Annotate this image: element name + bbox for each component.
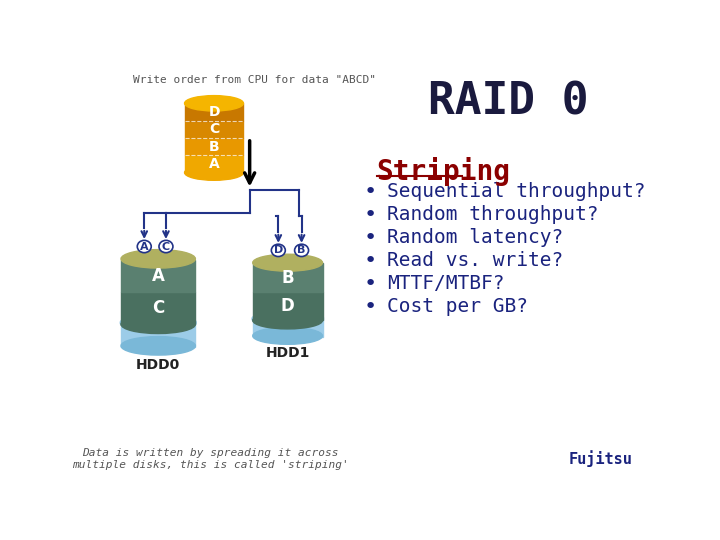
Bar (184, 138, 243, 156)
Ellipse shape (120, 313, 196, 333)
Text: MTTF/MTBF?: MTTF/MTBF? (387, 274, 504, 293)
Ellipse shape (184, 96, 243, 111)
Text: •: • (364, 182, 377, 202)
Bar (184, 103, 243, 120)
Ellipse shape (253, 254, 323, 271)
Text: Random latency?: Random latency? (387, 228, 563, 247)
Text: D: D (281, 297, 294, 315)
Ellipse shape (252, 309, 323, 328)
Text: B: B (282, 269, 294, 287)
Ellipse shape (121, 336, 195, 355)
Text: C: C (162, 241, 170, 252)
Bar (184, 120, 243, 138)
Ellipse shape (159, 240, 173, 253)
Text: Cost per GB?: Cost per GB? (387, 298, 528, 316)
Ellipse shape (138, 240, 151, 253)
Text: •: • (364, 205, 377, 225)
Ellipse shape (253, 312, 323, 329)
Text: HDD0: HDD0 (136, 358, 180, 372)
Ellipse shape (253, 327, 323, 345)
Ellipse shape (294, 244, 309, 256)
Bar (253, 292, 323, 320)
Text: •: • (364, 228, 377, 248)
Text: Striping: Striping (377, 157, 510, 186)
Text: A: A (152, 267, 165, 285)
Text: C: C (209, 122, 219, 136)
Text: •: • (364, 298, 377, 318)
Ellipse shape (184, 165, 243, 180)
Text: •: • (364, 251, 377, 271)
Text: RAID 0: RAID 0 (428, 80, 589, 123)
Bar (121, 320, 195, 347)
Text: Read vs. write?: Read vs. write? (387, 251, 563, 270)
Ellipse shape (271, 244, 285, 256)
Text: Fujitsu: Fujitsu (569, 450, 632, 467)
Text: Write order from CPU for data "ABCD": Write order from CPU for data "ABCD" (132, 75, 376, 85)
Ellipse shape (121, 249, 195, 268)
Text: B: B (297, 245, 306, 255)
Text: A: A (209, 157, 220, 171)
Text: HDD1: HDD1 (266, 346, 310, 360)
Text: C: C (152, 299, 164, 317)
Text: Random throughput?: Random throughput? (387, 205, 598, 224)
Bar (253, 264, 323, 292)
Text: Data is written by spreading it across
multiple disks, this is called 'striping': Data is written by spreading it across m… (72, 448, 348, 470)
Text: Sequential throughput?: Sequential throughput? (387, 182, 645, 201)
Bar (184, 156, 243, 173)
Text: D: D (274, 245, 283, 255)
Text: D: D (208, 105, 220, 119)
Bar (121, 260, 195, 292)
Bar (121, 292, 195, 325)
Text: A: A (140, 241, 148, 252)
Ellipse shape (121, 315, 195, 334)
Text: •: • (364, 274, 377, 294)
Bar (253, 316, 323, 338)
Text: B: B (209, 140, 220, 153)
